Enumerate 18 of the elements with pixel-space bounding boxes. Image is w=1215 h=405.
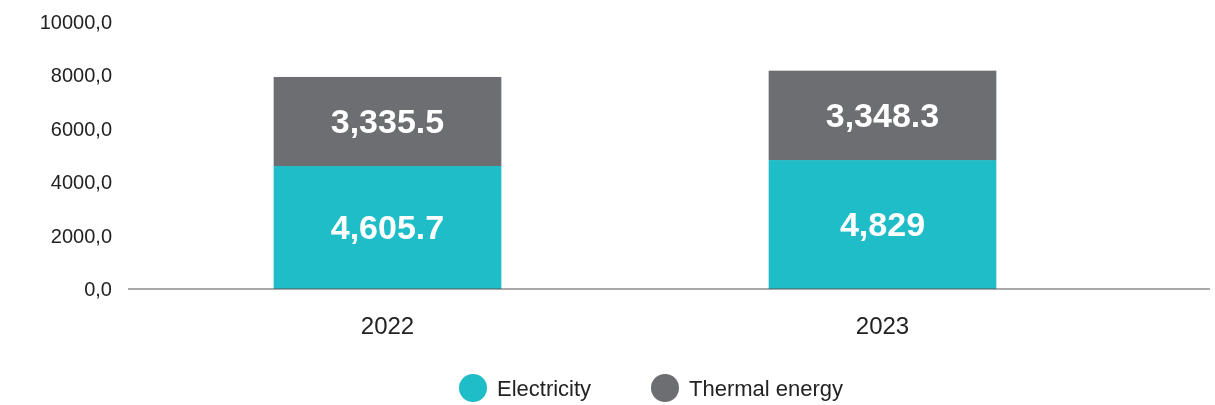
y-tick-label: 4000,0 <box>50 171 112 194</box>
data-label: 3,335.5 <box>330 102 445 141</box>
x-tick-label: 2023 <box>855 312 910 339</box>
bar <box>273 76 502 167</box>
x-tick-label: 2022 <box>360 312 415 339</box>
y-tick-label: 8000,0 <box>50 64 112 87</box>
y-tick-label: 10000,0 <box>39 11 112 33</box>
bar <box>768 160 997 289</box>
legend-label: Thermal energy <box>689 375 844 401</box>
data-label: 4,829 <box>839 205 926 244</box>
legend-label: Electricity <box>497 375 592 401</box>
data-label: 3,348.3 <box>825 96 940 135</box>
bar <box>273 166 502 289</box>
bar <box>768 70 997 161</box>
y-tick-label: 2000,0 <box>50 224 112 247</box>
data-label: 4,605.7 <box>330 208 445 247</box>
y-tick-label: 0,0 <box>84 278 112 300</box>
y-tick-label: 6000,0 <box>50 117 112 140</box>
